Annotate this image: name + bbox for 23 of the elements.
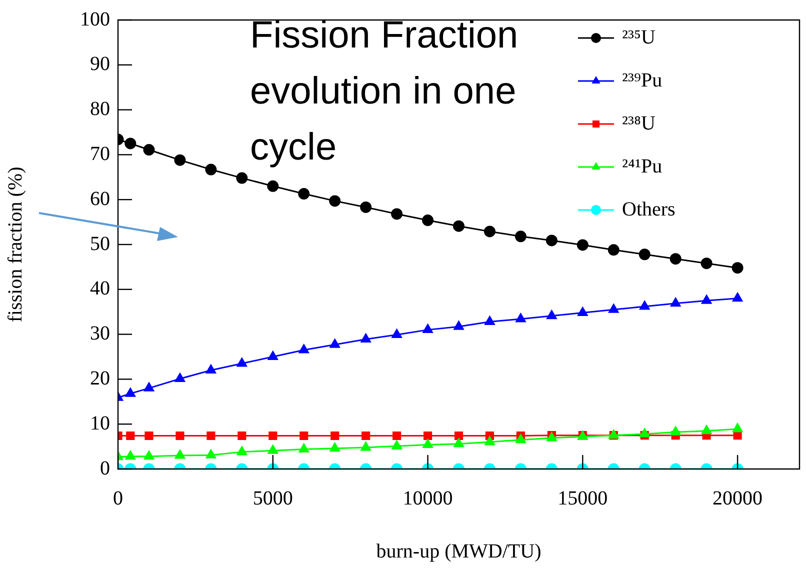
x-tick-label: 10000 [402, 487, 453, 510]
legend-label: Others [622, 198, 676, 220]
legend-label: ²⁴¹Pu [622, 155, 662, 178]
y-tick-label: 30 [90, 322, 110, 345]
legend-label: ²³⁸U [622, 112, 656, 134]
y-tick-label: 90 [90, 53, 110, 76]
y-tick-label: 10 [90, 412, 110, 434]
legend-label: ²³⁵U [622, 26, 656, 48]
y-tick-label: 40 [90, 278, 110, 300]
y-tick-label: 20 [90, 367, 110, 390]
y-tick-label: 70 [90, 142, 110, 165]
x-tick-label: 15000 [558, 487, 608, 510]
y-tick-label: 60 [90, 188, 110, 210]
y-tick-label: 100 [80, 8, 110, 30]
text: Fission Fraction evolution in one cycle [250, 14, 518, 168]
y-tick-label: 80 [90, 98, 110, 120]
x-tick-label: 5000 [252, 487, 293, 510]
y-axis-title: fission fraction (%) [4, 166, 26, 322]
x-tick-label: 20000 [712, 487, 763, 510]
x-axis-title: burn-up (MWD/TU) [376, 540, 542, 562]
y-tick-label: 50 [90, 232, 110, 255]
y-tick-label: 0 [100, 457, 110, 480]
legend-label: ²³⁹Pu [622, 69, 662, 92]
